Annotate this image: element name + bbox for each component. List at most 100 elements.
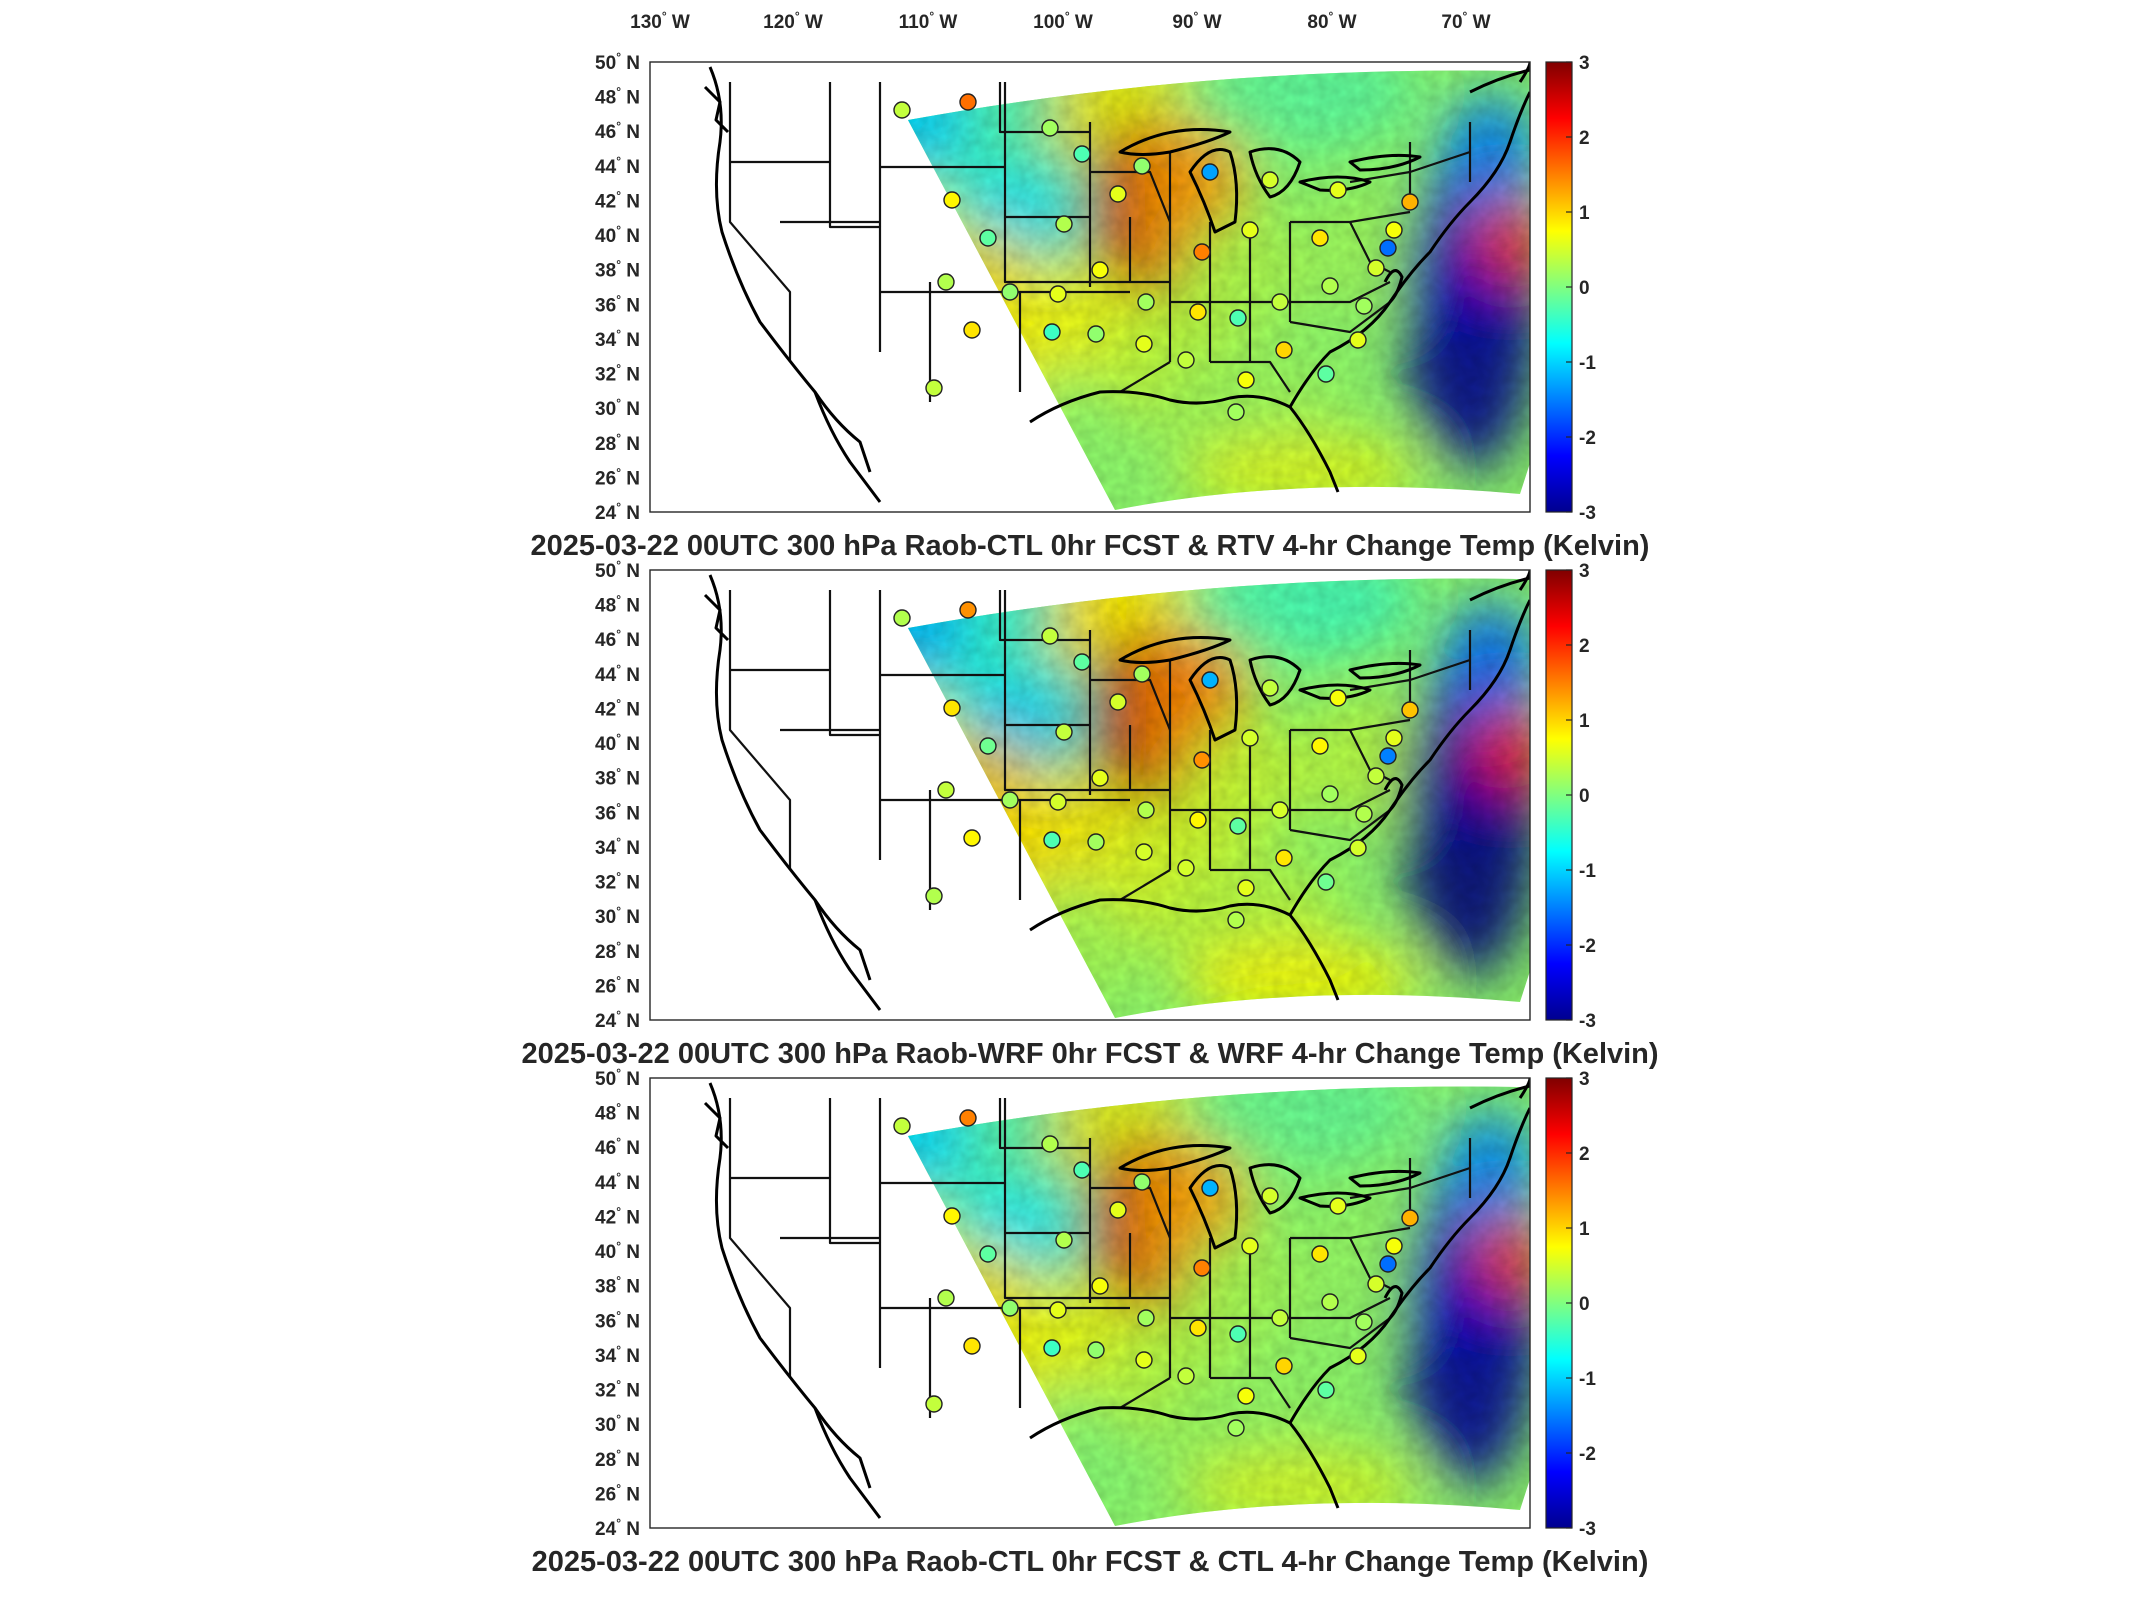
lat-tick-label: 30° N: [595, 904, 640, 928]
coastline-segment: [1029, 390, 1340, 493]
station-marker: [1137, 293, 1155, 311]
coastline-segment: [1029, 898, 1340, 1001]
station-marker: [1189, 811, 1207, 829]
lat-tick-label: 36° N: [595, 800, 640, 824]
lat-tick-label: 34° N: [595, 835, 640, 859]
station-marker: [1271, 293, 1289, 311]
station-marker: [1091, 261, 1109, 279]
station-marker: [1229, 309, 1247, 327]
colorbar-tick-label: 0: [1579, 786, 1590, 807]
station-marker: [925, 887, 943, 905]
station-marker: [1073, 1161, 1091, 1179]
colorbar-tick-label: 3: [1579, 53, 1590, 74]
map-area: [650, 62, 1530, 512]
station-marker: [1349, 839, 1367, 857]
coastline-segment: [813, 391, 882, 503]
station-marker: [1311, 737, 1329, 755]
coastline-segment: [1248, 655, 1302, 707]
station-marker: [959, 601, 977, 619]
map-panel: 50° N 48° N 46° N 44° N 42° N 40° N 38° N 36° N…: [521, 558, 1658, 1070]
lat-tick-label: 38° N: [595, 1274, 640, 1298]
station-marker: [1385, 1237, 1403, 1255]
lat-tick-label: 50° N: [595, 1066, 640, 1090]
lat-tick-label: 24° N: [595, 1516, 640, 1540]
station-marker: [979, 737, 997, 755]
map-panel: 50° N 48° N 46° N 44° N 42° N 40° N 38° N 36° N…: [532, 1066, 1649, 1578]
colorbar-tick-label: -3: [1579, 1011, 1596, 1032]
colorbar-tick-label: 3: [1579, 1069, 1590, 1090]
station-marker: [1135, 335, 1153, 353]
coastline-segment: [1383, 777, 1404, 812]
lon-tick-label: 100° W: [1033, 9, 1093, 33]
lon-tick-label: 80° W: [1307, 9, 1356, 33]
state-border: [728, 670, 792, 870]
station-marker: [1055, 215, 1073, 233]
state-border: [1128, 217, 1170, 284]
station-marker: [1229, 817, 1247, 835]
coastline-segment: [1383, 269, 1404, 304]
station-marker: [925, 1395, 943, 1413]
lon-tick-label: 130° W: [630, 9, 690, 33]
station-marker: [1321, 277, 1339, 295]
lat-tick-label: 30° N: [595, 1412, 640, 1436]
state-border: [998, 590, 1090, 642]
lat-tick-label: 42° N: [595, 696, 640, 720]
state-border: [1119, 1377, 1171, 1409]
station-marker: [1001, 1299, 1019, 1317]
station-marker: [1091, 1277, 1109, 1295]
station-marker: [925, 379, 943, 397]
station-marker: [1317, 1381, 1335, 1399]
lat-tick-label: 32° N: [595, 870, 640, 894]
station-marker: [1193, 751, 1211, 769]
station-marker: [1367, 1275, 1385, 1293]
lat-tick-label: 44° N: [595, 662, 640, 686]
coastline-segment: [1248, 147, 1302, 199]
station-marker: [1329, 181, 1347, 199]
state-border: [1289, 809, 1391, 842]
station-marker: [1401, 1209, 1419, 1227]
state-border: [1003, 1233, 1130, 1300]
longitude-axis: 130° W 120° W 110° W 100° W 90° W 80° W 70° W: [630, 9, 1491, 33]
station-marker: [1043, 831, 1061, 849]
lat-tick-label: 42° N: [595, 1204, 640, 1228]
station-marker: [1241, 221, 1259, 239]
station-marker: [1087, 325, 1105, 343]
lat-tick-label: 38° N: [595, 766, 640, 790]
state-borders: [728, 82, 1472, 402]
station-marker: [1379, 747, 1397, 765]
station-marker: [1055, 723, 1073, 741]
coastline-segment: [1469, 576, 1530, 602]
station-marker: [1177, 859, 1195, 877]
station-marker: [963, 1337, 981, 1355]
lat-tick-label: 44° N: [595, 1170, 640, 1194]
station-marker: [1367, 767, 1385, 785]
lat-tick-label: 26° N: [595, 465, 640, 489]
state-border: [1128, 1233, 1170, 1300]
station-marker: [1329, 689, 1347, 707]
station-marker: [1043, 323, 1061, 341]
lon-tick-label: 70° W: [1441, 9, 1490, 33]
state-border: [880, 165, 1090, 219]
lat-tick-label: 48° N: [595, 85, 640, 109]
colorbar-tick-label: 2: [1579, 128, 1590, 149]
station-marker: [1385, 729, 1403, 747]
station-marker: [1227, 911, 1245, 929]
coastline: [703, 570, 1530, 1011]
lat-tick-label: 50° N: [595, 558, 640, 582]
station-marker: [1201, 1179, 1219, 1197]
station-marker: [937, 273, 955, 291]
lat-tick-label: 40° N: [595, 731, 640, 755]
state-border: [728, 590, 882, 860]
lon-tick-label: 90° W: [1172, 9, 1221, 33]
latitude-axis: 50° N 48° N 46° N 44° N 42° N 40° N 38° N 36° N…: [595, 558, 640, 1032]
colorbar-tick-label: 1: [1579, 1219, 1590, 1240]
colorbar-tick-label: -1: [1579, 353, 1596, 374]
station-marker: [1401, 193, 1419, 211]
state-borders: [728, 590, 1472, 910]
panel-title: 2025-03-22 00UTC 300 hPa Raob-CTL 0hr FC…: [531, 530, 1650, 562]
coastline-segment: [1288, 599, 1530, 916]
station-marker: [1379, 1255, 1397, 1273]
station-marker: [1227, 1419, 1245, 1437]
colorbar: 3 2 1 0 -1 -2 -3: [1545, 1069, 1596, 1540]
colorbar-tick-label: -3: [1579, 1519, 1596, 1540]
